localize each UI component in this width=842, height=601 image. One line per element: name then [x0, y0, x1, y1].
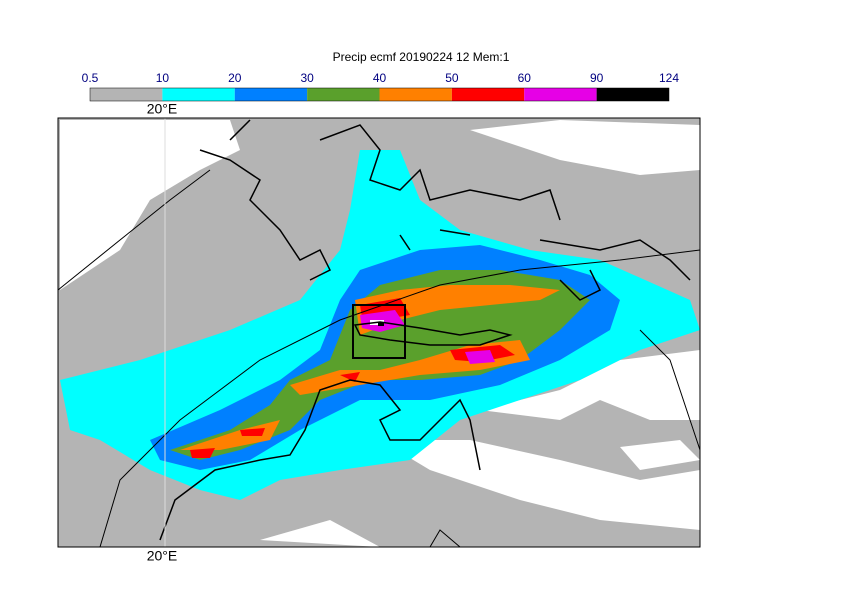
- colorbar-label: 0.5: [82, 71, 99, 85]
- colorbar-segment: [234, 88, 308, 101]
- colorbar: 0.5 10 20 30 40 50 60 90 124: [82, 71, 679, 102]
- colorbar-frame: [89, 87, 670, 102]
- colorbar-segment: [451, 88, 525, 101]
- colorbar-label: 10: [156, 71, 170, 85]
- colorbar-segment: [524, 88, 597, 101]
- longitude-label: 20°E: [147, 101, 178, 117]
- colorbar-label: 124: [659, 71, 679, 85]
- longitude-label: 20°E: [147, 548, 178, 564]
- colorbar-label: 40: [373, 71, 387, 85]
- colorbar-label: 30: [300, 71, 314, 85]
- colorbar-segment: [596, 88, 669, 101]
- colorbar-label: 60: [518, 71, 532, 85]
- colorbar-label: 50: [445, 71, 459, 85]
- colorbar-segment: [379, 88, 452, 101]
- colorbar-segment: [307, 88, 380, 101]
- title: Precip ecmf 20190224 12 Mem:1: [333, 50, 510, 64]
- colorbar-label: 90: [590, 71, 604, 85]
- colorbar-segment: [90, 88, 163, 101]
- map: [58, 118, 700, 547]
- colorbar-label: 20: [228, 71, 242, 85]
- colorbar-segment: [162, 88, 235, 101]
- map-frame: [57, 117, 701, 548]
